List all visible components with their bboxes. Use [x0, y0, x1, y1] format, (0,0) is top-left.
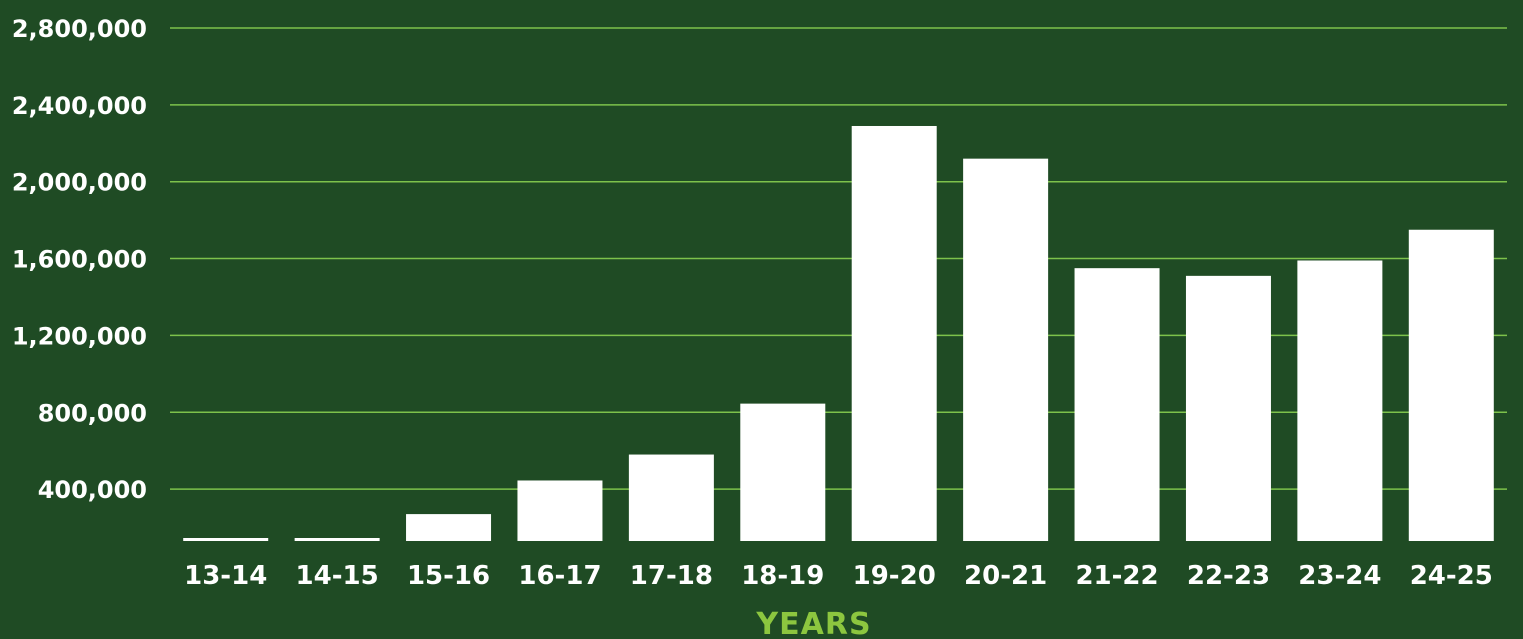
- bar-15-16: [406, 514, 492, 541]
- y-axis-ticks: 400,000 800,000 1,200,000 1,600,000 2,000,00…: [12, 15, 147, 504]
- x-axis-ticks: 13-14 14-15 15-16 16-17 17-18 18-19 19-20 20-21…: [184, 561, 1493, 591]
- x-tick-label: 16-17: [518, 561, 601, 591]
- gridlines: [170, 27, 1507, 490]
- bar-21-22: [1074, 268, 1160, 541]
- x-tick-label: 17-18: [630, 561, 713, 591]
- bar-19-20: [851, 125, 937, 541]
- x-axis-label: YEARS: [755, 607, 871, 639]
- y-tick-label: 2,400,000: [12, 92, 147, 120]
- bar-22-23: [1185, 275, 1271, 541]
- x-tick-label: 14-15: [296, 561, 379, 591]
- x-tick-label: 13-14: [184, 561, 267, 591]
- y-tick-label: 400,000: [38, 476, 147, 504]
- x-tick-label: 20-21: [964, 561, 1047, 591]
- y-tick-label: 1,200,000: [12, 322, 147, 350]
- x-tick-label: 21-22: [1075, 561, 1158, 591]
- bar-17-18: [628, 454, 714, 541]
- y-tick-label: 2,800,000: [12, 15, 147, 43]
- x-tick-label: 23-24: [1298, 561, 1381, 591]
- bar-20-21: [963, 158, 1049, 542]
- bar-16-17: [517, 480, 603, 541]
- bar-14-15: [294, 538, 380, 541]
- bar-23-24: [1297, 260, 1383, 541]
- x-tick-label: 15-16: [407, 561, 490, 591]
- x-tick-label: 22-23: [1187, 561, 1270, 591]
- bar-24-25: [1408, 229, 1494, 541]
- bars: [183, 125, 1494, 542]
- y-tick-label: 800,000: [38, 399, 147, 427]
- y-tick-label: 2,000,000: [12, 169, 147, 197]
- bar-13-14: [183, 538, 269, 541]
- bar-18-19: [740, 403, 826, 541]
- y-tick-label: 1,600,000: [12, 246, 147, 274]
- x-tick-label: 19-20: [853, 561, 936, 591]
- x-tick-label: 18-19: [741, 561, 824, 591]
- x-tick-label: 24-25: [1410, 561, 1493, 591]
